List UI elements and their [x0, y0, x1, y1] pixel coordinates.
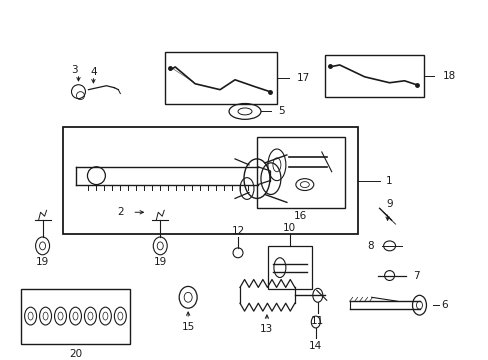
Text: 1: 1: [385, 176, 391, 186]
Text: 4: 4: [90, 67, 97, 77]
Text: 7: 7: [413, 271, 419, 280]
Text: 19: 19: [153, 257, 166, 267]
Text: 11: 11: [310, 316, 324, 326]
Text: 13: 13: [260, 324, 273, 334]
Text: 8: 8: [366, 241, 373, 251]
Text: 14: 14: [308, 341, 322, 351]
Bar: [324, 55, 424, 96]
Text: 12: 12: [231, 226, 244, 236]
Bar: [62, 127, 357, 234]
Text: 20: 20: [69, 348, 82, 359]
Text: 15: 15: [181, 322, 194, 332]
Text: 3: 3: [71, 65, 78, 75]
Text: 2: 2: [118, 207, 124, 217]
Text: 9: 9: [386, 199, 392, 210]
Bar: [165, 52, 276, 104]
Text: 19: 19: [36, 257, 49, 267]
Text: 17: 17: [296, 73, 309, 83]
Text: 16: 16: [294, 211, 307, 221]
Text: 10: 10: [283, 223, 296, 233]
Text: 6: 6: [441, 300, 447, 310]
Bar: [20, 289, 130, 344]
Bar: [267, 246, 311, 289]
Bar: [256, 137, 344, 208]
Text: 18: 18: [442, 71, 455, 81]
Text: 5: 5: [277, 107, 284, 116]
